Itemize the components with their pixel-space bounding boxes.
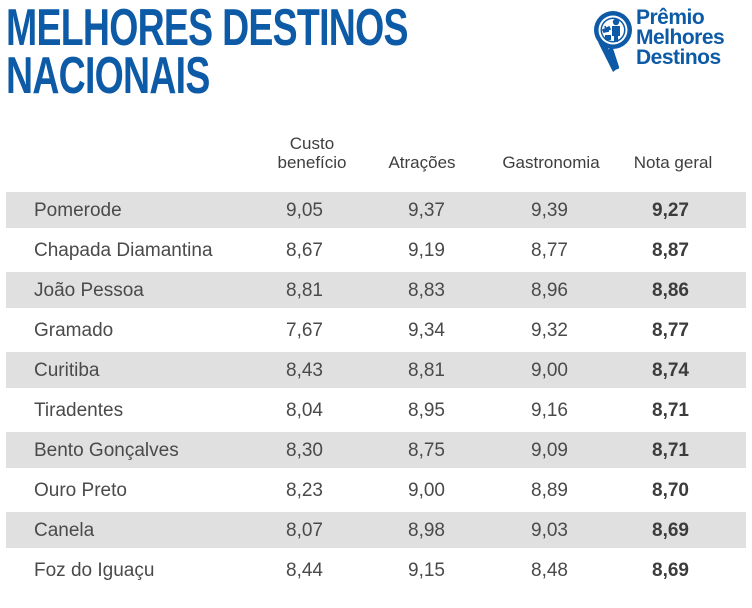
premio-logo: Prêmio Melhores Destinos — [592, 6, 750, 76]
atracoes-value: 8,81 — [408, 360, 445, 381]
atracoes-value: 8,83 — [408, 280, 445, 301]
atracoes-value: 9,00 — [408, 480, 445, 501]
table-row: João Pessoa 8,81 8,83 8,96 8,86 — [6, 272, 746, 312]
destination-name: Pomerode — [34, 200, 122, 221]
header-atracoes: Atrações — [388, 153, 456, 172]
table-row: Gramado 7,67 9,34 9,32 8,77 — [6, 312, 746, 352]
atracoes-value: 9,15 — [408, 560, 445, 581]
nota-geral-value: 8,70 — [652, 480, 689, 501]
custo-beneficio-value: 9,05 — [286, 200, 323, 221]
atracoes-value: 9,34 — [408, 320, 445, 341]
table-row: Ouro Preto 8,23 9,00 8,89 8,70 — [6, 472, 746, 512]
nota-geral-value: 8,74 — [652, 360, 689, 381]
atracoes-value: 9,37 — [408, 200, 445, 221]
gastronomia-value: 9,32 — [531, 320, 568, 341]
gastronomia-value: 8,96 — [531, 280, 568, 301]
title-line-1: MELHORES DESTINOS — [6, 0, 408, 57]
table-row: Tiradentes 8,04 8,95 9,16 8,71 — [6, 392, 746, 432]
table-row: Bento Gonçalves 8,30 8,75 9,09 8,71 — [6, 432, 746, 472]
title-line-2: NACIONAIS — [6, 47, 210, 105]
table-row: Curitiba 8,43 8,81 9,00 8,74 — [6, 352, 746, 392]
nota-geral-value: 8,71 — [652, 400, 689, 421]
custo-beneficio-value: 8,07 — [286, 520, 323, 541]
table-row: Pomerode 9,05 9,37 9,39 9,27 — [6, 192, 746, 232]
gastronomia-value: 9,16 — [531, 400, 568, 421]
gastronomia-value: 9,00 — [531, 360, 568, 381]
destinations-table: Pomerode 9,05 9,37 9,39 9,27 Chapada Dia… — [6, 192, 746, 592]
header-custo-beneficio: Custo benefício — [277, 134, 347, 172]
page-title: MELHORES DESTINOS NACIONAIS — [6, 0, 408, 105]
nota-geral-value: 9,27 — [652, 200, 689, 221]
custo-beneficio-value: 7,67 — [286, 320, 323, 341]
custo-beneficio-value: 8,30 — [286, 440, 323, 461]
gastronomia-value: 9,03 — [531, 520, 568, 541]
logo-wordmark: Prêmio Melhores Destinos — [636, 6, 725, 69]
atracoes-value: 8,98 — [408, 520, 445, 541]
destination-name: Ouro Preto — [34, 480, 127, 501]
nota-geral-value: 8,69 — [652, 520, 689, 541]
destination-name: João Pessoa — [34, 280, 144, 301]
table-row: Canela 8,07 8,98 9,03 8,69 — [6, 512, 746, 552]
gastronomia-value: 8,89 — [531, 480, 568, 501]
custo-beneficio-value: 8,43 — [286, 360, 323, 381]
table-row: Chapada Diamantina 8,67 9,19 8,77 8,87 — [6, 232, 746, 272]
gastronomia-value: 8,77 — [531, 240, 568, 261]
header-nota-geral: Nota geral — [633, 153, 713, 172]
table-row: Foz do Iguaçu 8,44 9,15 8,48 8,69 — [6, 552, 746, 592]
header-gastronomia: Gastronomia — [502, 153, 600, 172]
custo-beneficio-value: 8,23 — [286, 480, 323, 501]
logo-line-2: Melhores — [636, 26, 725, 49]
gastronomia-value: 8,48 — [531, 560, 568, 581]
logo-line-1: Prêmio — [636, 6, 705, 29]
nota-geral-value: 8,71 — [652, 440, 689, 461]
destination-name: Foz do Iguaçu — [34, 560, 155, 581]
destination-name: Tiradentes — [34, 400, 124, 421]
table-header: Custo benefício Atrações Gastronomia Not… — [0, 134, 752, 178]
destination-name: Gramado — [34, 320, 114, 341]
nota-geral-value: 8,87 — [652, 240, 689, 261]
logo-line-3: Destinos — [636, 46, 721, 69]
atracoes-value: 9,19 — [408, 240, 445, 261]
gastronomia-value: 9,39 — [531, 200, 568, 221]
nota-geral-value: 8,86 — [652, 280, 689, 301]
destination-name: Curitiba — [34, 360, 100, 381]
destination-name: Bento Gonçalves — [34, 440, 179, 461]
nota-geral-value: 8,77 — [652, 320, 689, 341]
atracoes-value: 8,75 — [408, 440, 445, 461]
atracoes-value: 8,95 — [408, 400, 445, 421]
gastronomia-value: 9,09 — [531, 440, 568, 461]
destination-name: Chapada Diamantina — [34, 240, 213, 261]
custo-beneficio-value: 8,04 — [286, 400, 323, 421]
magnifier-pin-traveler-icon — [594, 11, 632, 72]
nota-geral-value: 8,69 — [652, 560, 689, 581]
destination-name: Canela — [34, 520, 95, 541]
custo-beneficio-value: 8,81 — [286, 280, 323, 301]
custo-beneficio-value: 8,67 — [286, 240, 323, 261]
custo-beneficio-value: 8,44 — [286, 560, 323, 581]
